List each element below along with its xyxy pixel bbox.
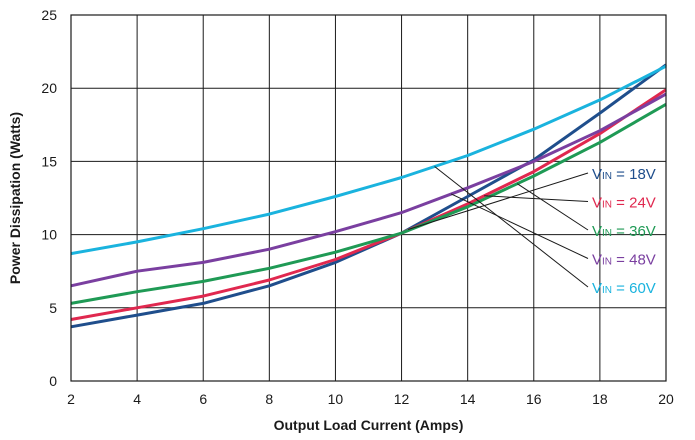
series-line-3 — [70, 103, 667, 305]
tick-labels: 2 4 6 8 10 12 14 16 18 20 0 5 10 15 20 25 — [41, 7, 674, 407]
series-line-4 — [70, 92, 667, 288]
x-tick-label: 2 — [67, 391, 75, 407]
x-axis-title: Output Load Current (Amps) — [274, 417, 464, 433]
legend: VIN = 18V VIN = 24V VIN = 36V VIN = 48V VIN … — [592, 166, 656, 297]
legend-label-2: VIN = 24V — [592, 195, 656, 212]
y-axis-title: Power Dissipation (Watts) — [7, 112, 23, 284]
y-tick-label: 5 — [49, 300, 57, 316]
y-tick-label: 25 — [41, 7, 57, 23]
x-tick-label: 20 — [658, 391, 674, 407]
legend-label-4: VIN = 48V — [592, 252, 656, 269]
series-line-5 — [70, 64, 667, 256]
legend-label-1: VIN = 18V — [592, 166, 656, 183]
y-tick-label: 0 — [49, 373, 57, 389]
x-tick-label: 6 — [199, 391, 207, 407]
leader-line — [484, 195, 589, 202]
x-tick-label: 10 — [328, 391, 344, 407]
y-tick-label: 15 — [41, 153, 57, 169]
y-tick-label: 20 — [41, 80, 57, 96]
x-tick-label: 18 — [592, 391, 608, 407]
x-tick-label: 8 — [265, 391, 273, 407]
plot-area — [71, 15, 666, 381]
legend-label-3: VIN = 36V — [592, 223, 656, 240]
leader-line — [450, 193, 589, 259]
x-tick-label: 16 — [526, 391, 542, 407]
legend-label-5: VIN = 60V — [592, 280, 656, 297]
leader-line — [434, 166, 589, 288]
plot-frame — [70, 14, 667, 382]
series-line-2 — [70, 88, 667, 321]
leader-line — [408, 172, 589, 230]
legend-leader-lines — [408, 166, 589, 288]
leader-line — [516, 183, 589, 231]
y-tick-label: 10 — [41, 227, 57, 243]
series-lines — [70, 63, 667, 329]
x-tick-label: 12 — [394, 391, 410, 407]
x-tick-label: 14 — [460, 391, 476, 407]
x-tick-label: 4 — [133, 391, 141, 407]
